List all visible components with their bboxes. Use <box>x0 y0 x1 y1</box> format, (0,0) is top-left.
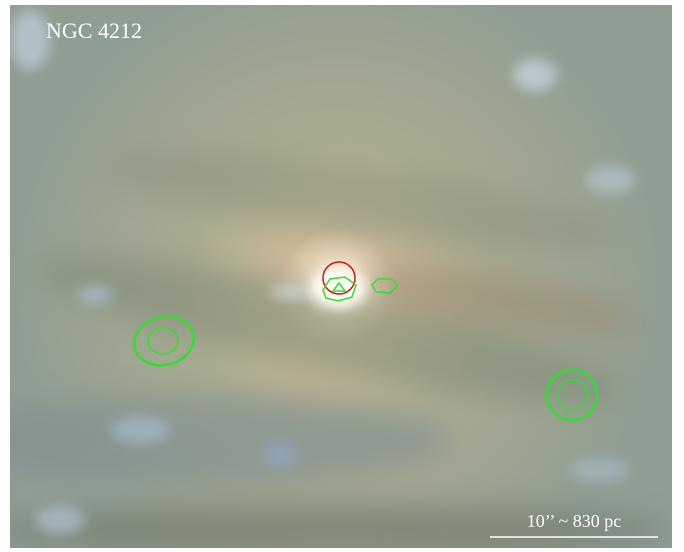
galaxy-image: NGC 4212 10’’ ~ 830 pc <box>0 0 684 552</box>
page: NGC 4212 10’’ ~ 830 pc (() => { const da… <box>0 0 684 552</box>
scale-bar-label: 10’’ ~ 830 pc <box>527 511 622 531</box>
galaxy-nucleus <box>310 268 366 308</box>
object-name: NGC 4212 <box>46 18 142 43</box>
